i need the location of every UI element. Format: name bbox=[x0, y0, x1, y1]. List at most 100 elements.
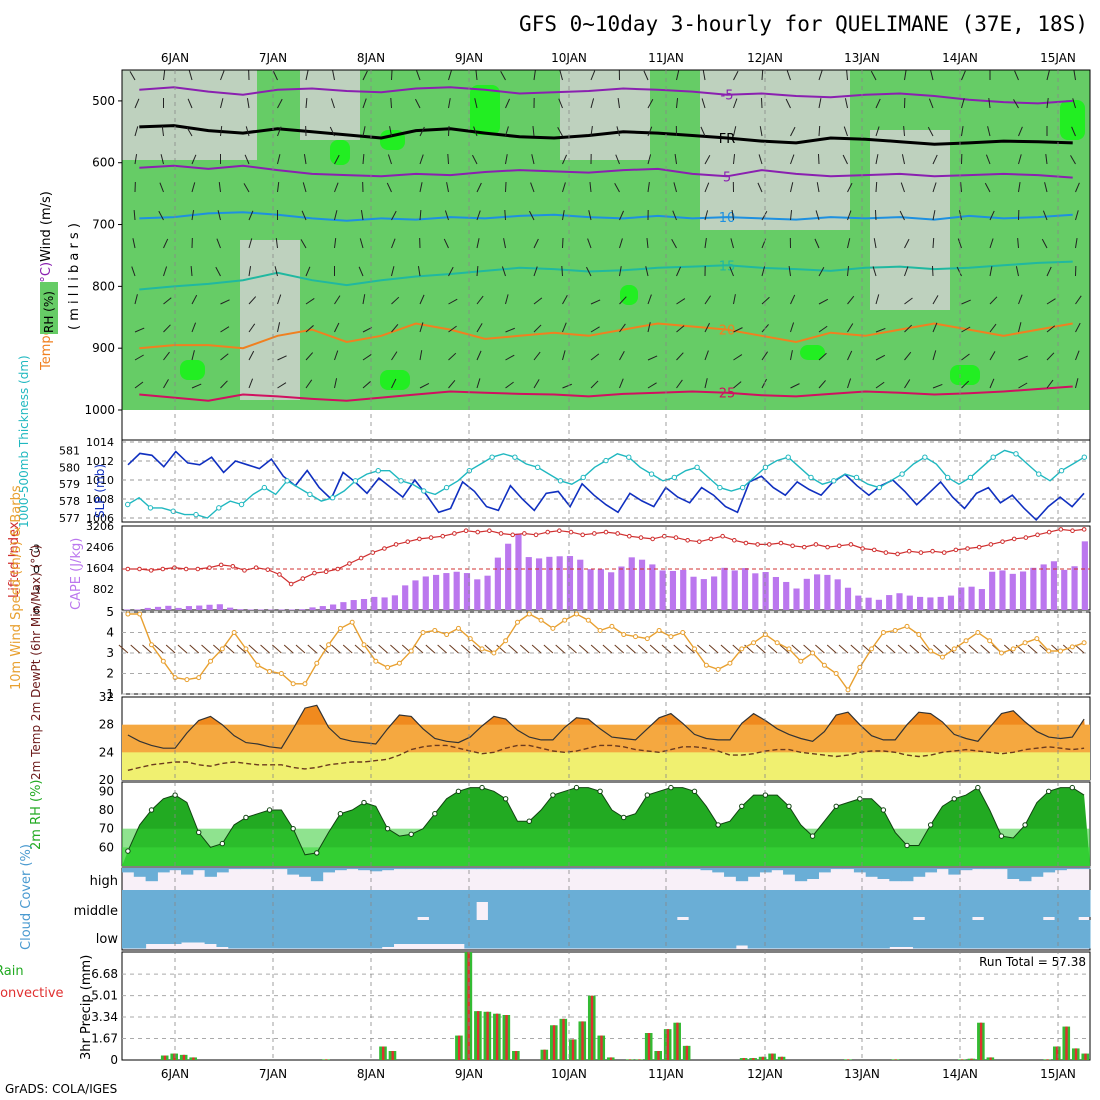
lifted-index-point bbox=[1035, 532, 1040, 538]
cloud-cell bbox=[535, 920, 548, 949]
wind-barb bbox=[701, 98, 706, 109]
wind-barb bbox=[676, 379, 683, 389]
wind-barb bbox=[647, 99, 654, 109]
rh-point bbox=[196, 829, 202, 836]
y-tick-label: 70 bbox=[99, 822, 114, 836]
wind-speed-point bbox=[1069, 644, 1075, 650]
wind-barb bbox=[589, 182, 592, 193]
cloud-cell bbox=[1007, 890, 1020, 920]
wind-barb bbox=[504, 209, 506, 221]
wind-barb bbox=[503, 238, 506, 249]
wind-barb bbox=[303, 154, 307, 165]
thickness-point bbox=[671, 474, 678, 481]
y-tick-label: 900 bbox=[92, 341, 115, 355]
thickness-point bbox=[785, 454, 791, 460]
lifted-index-point bbox=[697, 539, 702, 544]
cape-bar bbox=[927, 597, 934, 610]
y-axis-label: SLP (mb) bbox=[93, 464, 107, 518]
wind-barb bbox=[217, 210, 221, 221]
precip-convective-bar bbox=[676, 1022, 679, 1060]
y-tick-label: 1012 bbox=[86, 455, 114, 468]
wind-barb bbox=[619, 323, 626, 333]
cloud-cell bbox=[310, 920, 324, 949]
wind-barb bbox=[673, 644, 684, 654]
wind-speed-point bbox=[290, 681, 296, 687]
date-label-top: 13JAN bbox=[844, 51, 880, 65]
cape-bar bbox=[391, 595, 398, 610]
wind-barb bbox=[501, 266, 506, 277]
wind-barb bbox=[496, 644, 506, 654]
cape-bar bbox=[999, 570, 1006, 610]
cape-bar bbox=[875, 599, 882, 610]
thickness-point bbox=[580, 474, 586, 481]
cloud-cell bbox=[830, 890, 843, 920]
cloud-cell bbox=[192, 868, 206, 871]
cloud-cell bbox=[653, 868, 666, 870]
wind-barb bbox=[676, 352, 684, 361]
wind-barb bbox=[131, 266, 136, 277]
wind-barb bbox=[847, 378, 852, 389]
rh-moist-region bbox=[800, 345, 825, 360]
wind-barb bbox=[645, 266, 649, 277]
wind-barb bbox=[1018, 382, 1028, 389]
wind-barb bbox=[590, 353, 600, 361]
cloud-cell bbox=[310, 890, 324, 920]
cape-bar bbox=[1081, 541, 1088, 610]
cloud-cell bbox=[606, 890, 619, 920]
wind-barb bbox=[362, 381, 371, 389]
cloud-cell bbox=[629, 920, 642, 949]
wind-speed-point bbox=[857, 664, 863, 670]
date-label-bottom: 6JAN bbox=[161, 1067, 189, 1081]
date-label-top: 14JAN bbox=[942, 51, 978, 65]
lifted-index-point bbox=[230, 563, 236, 569]
date-label-top: 8JAN bbox=[357, 51, 385, 65]
cloud-cell bbox=[251, 920, 265, 949]
wind-barb bbox=[647, 355, 658, 361]
rh-moist-region bbox=[620, 285, 638, 305]
cloud-cell bbox=[1042, 868, 1056, 873]
wind-barb bbox=[201, 644, 211, 654]
thickness-point bbox=[489, 454, 495, 460]
wind-barb bbox=[272, 70, 278, 81]
lifted-index-point bbox=[137, 566, 142, 572]
wind-barb bbox=[133, 209, 136, 221]
thickness-point bbox=[147, 505, 154, 511]
y-axis-label: 3hr Precip (mm) bbox=[79, 955, 94, 1060]
rh-point bbox=[526, 818, 532, 824]
wind-barb bbox=[704, 295, 712, 305]
wind-speed-point bbox=[491, 650, 497, 656]
cloud-cell bbox=[582, 920, 595, 949]
cloud-cell bbox=[995, 890, 1008, 920]
wind-barb bbox=[558, 98, 563, 109]
wind-barb bbox=[189, 644, 200, 654]
wind-barb bbox=[508, 644, 518, 654]
contour-label: FR bbox=[719, 132, 736, 147]
wind-barb bbox=[676, 325, 685, 333]
wind-barb bbox=[904, 351, 912, 361]
thickness-point bbox=[193, 511, 199, 518]
y-tick-label: 0 bbox=[33, 563, 40, 576]
cloud-cell bbox=[122, 920, 135, 949]
wind-barb bbox=[153, 644, 164, 654]
lifted-index-point bbox=[183, 566, 189, 572]
wind-barb bbox=[602, 644, 613, 654]
date-label-top: 15JAN bbox=[1040, 51, 1076, 65]
wind-barb bbox=[759, 126, 763, 137]
wind-barb bbox=[816, 182, 820, 193]
wind-barb bbox=[354, 644, 365, 654]
wind-barb bbox=[160, 154, 164, 165]
rh-point bbox=[314, 850, 320, 856]
wind-barb bbox=[391, 324, 399, 333]
cloud-cell bbox=[924, 868, 938, 873]
wind-speed-point bbox=[621, 632, 627, 638]
wind-barb bbox=[248, 378, 254, 389]
wind-barb bbox=[277, 98, 283, 109]
cloud-cell bbox=[369, 920, 383, 949]
wind-barb bbox=[248, 210, 254, 221]
wind-barb bbox=[756, 644, 766, 654]
cloud-cell bbox=[122, 868, 135, 873]
cloud-cell bbox=[665, 920, 678, 949]
contour-label: 5 bbox=[723, 170, 731, 185]
lifted-index-point bbox=[731, 538, 737, 543]
y-tick-label: 3 bbox=[106, 646, 114, 660]
